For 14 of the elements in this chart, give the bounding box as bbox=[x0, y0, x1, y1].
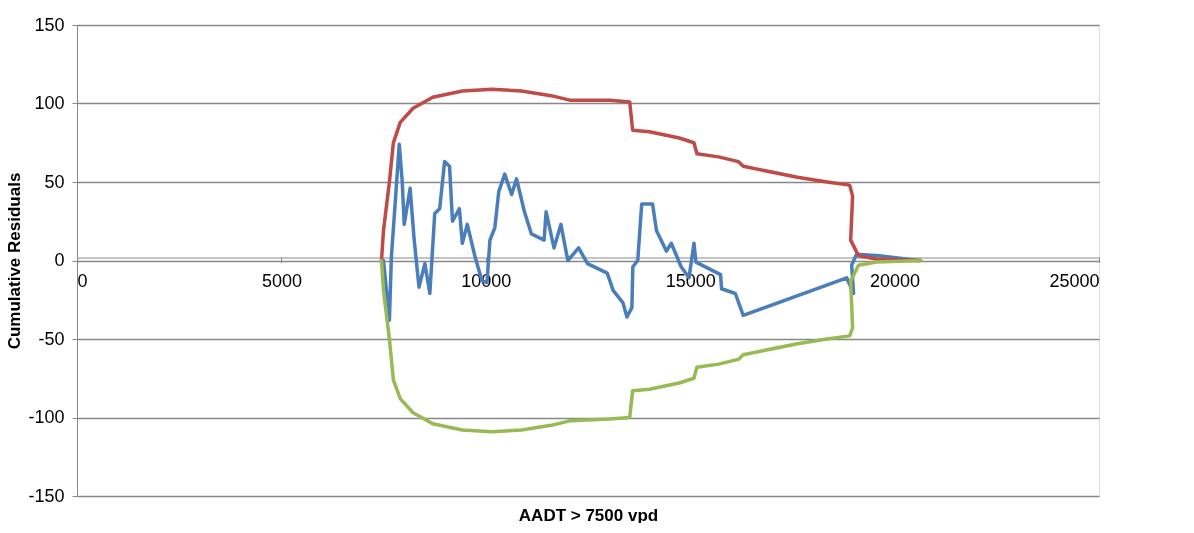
x-tick-label: 5000 bbox=[261, 271, 302, 291]
y-tick-label: -50 bbox=[38, 328, 65, 349]
x-tick-label: 15000 bbox=[665, 271, 716, 291]
y-tick-label: 100 bbox=[34, 93, 65, 113]
y-axis-title: Cumulative Residuals bbox=[5, 172, 25, 350]
x-tick-label: 20000 bbox=[870, 271, 921, 291]
x-tick-label: 25000 bbox=[1049, 271, 1100, 291]
x-tick-label: 0 bbox=[77, 271, 88, 291]
y-tick-label: -100 bbox=[28, 407, 65, 427]
y-tick-label: 50 bbox=[44, 171, 65, 192]
y-tick-label: 0 bbox=[54, 250, 65, 270]
y-tick-label: 150 bbox=[34, 14, 65, 35]
line-series bbox=[379, 258, 923, 434]
y-tick-label: -150 bbox=[28, 485, 65, 506]
